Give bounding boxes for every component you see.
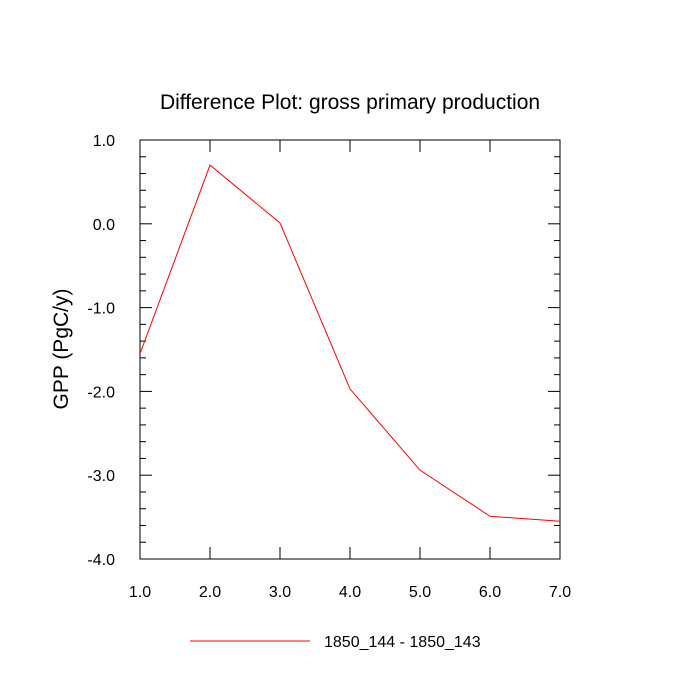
chart-title: Difference Plot: gross primary productio…: [160, 91, 540, 114]
series-line: [139, 164, 561, 522]
plot-frame: [139, 139, 561, 560]
y-tick-label: -2.0: [87, 384, 115, 401]
x-tick-label: 4.0: [339, 584, 361, 601]
y-tick-label: -1.0: [87, 301, 115, 318]
y-tick-label: 1.0: [93, 133, 115, 150]
x-tick-label: 3.0: [269, 584, 291, 601]
legend: 1850_144 - 1850_143: [190, 634, 481, 651]
x-tick-label: 1.0: [129, 584, 151, 601]
y-tick-label: -4.0: [87, 552, 115, 569]
series-layer: [139, 164, 561, 522]
x-tick-label: 7.0: [549, 584, 571, 601]
x-tick-label: 5.0: [409, 584, 431, 601]
x-tick-label: 2.0: [199, 584, 221, 601]
x-tick-label: 6.0: [479, 584, 501, 601]
y-tick-label: 0.0: [93, 217, 115, 234]
y-tick-label: -3.0: [87, 468, 115, 485]
axes: 1.0 2.0 3.0 4.0 5.0 6.0 7.0 1.0 0.0 -1.0 -2.0 -3.0 -…: [87, 133, 571, 601]
legend-label: 1850_144 - 1850_143: [324, 634, 481, 651]
y-axis-label: GPP (PgC/y): [50, 289, 73, 410]
